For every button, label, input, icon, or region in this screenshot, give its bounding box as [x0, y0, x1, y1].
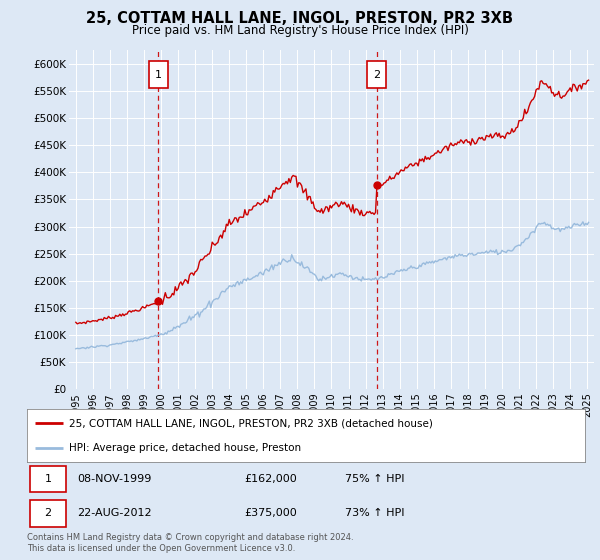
Bar — [367, 61, 386, 88]
Text: 2: 2 — [44, 508, 52, 519]
Text: HPI: Average price, detached house, Preston: HPI: Average price, detached house, Pres… — [69, 442, 301, 452]
Text: £162,000: £162,000 — [245, 474, 298, 484]
Text: 08-NOV-1999: 08-NOV-1999 — [77, 474, 152, 484]
Text: 75% ↑ HPI: 75% ↑ HPI — [345, 474, 404, 484]
Text: 1: 1 — [155, 70, 162, 80]
Text: £375,000: £375,000 — [245, 508, 298, 519]
Bar — [30, 466, 66, 492]
Text: 73% ↑ HPI: 73% ↑ HPI — [345, 508, 404, 519]
Text: 25, COTTAM HALL LANE, INGOL, PRESTON, PR2 3XB: 25, COTTAM HALL LANE, INGOL, PRESTON, PR… — [86, 11, 514, 26]
Text: 25, COTTAM HALL LANE, INGOL, PRESTON, PR2 3XB (detached house): 25, COTTAM HALL LANE, INGOL, PRESTON, PR… — [69, 418, 433, 428]
Text: 2: 2 — [373, 70, 380, 80]
Bar — [149, 61, 168, 88]
Text: 22-AUG-2012: 22-AUG-2012 — [77, 508, 152, 519]
Text: Price paid vs. HM Land Registry's House Price Index (HPI): Price paid vs. HM Land Registry's House … — [131, 24, 469, 36]
Text: Contains HM Land Registry data © Crown copyright and database right 2024.
This d: Contains HM Land Registry data © Crown c… — [27, 533, 353, 553]
Bar — [30, 500, 66, 526]
Text: 1: 1 — [44, 474, 52, 484]
